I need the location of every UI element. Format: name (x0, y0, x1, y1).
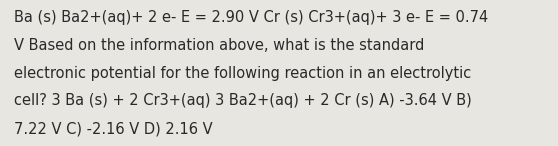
Text: electronic potential for the following reaction in an electrolytic: electronic potential for the following r… (14, 66, 471, 81)
Text: 7.22 V C) -2.16 V D) 2.16 V: 7.22 V C) -2.16 V D) 2.16 V (14, 121, 213, 136)
Text: Ba (s) Ba2+(aq)+ 2 e- E = 2.90 V Cr (s) Cr3+(aq)+ 3 e- E = 0.74: Ba (s) Ba2+(aq)+ 2 e- E = 2.90 V Cr (s) … (14, 10, 488, 25)
Text: V Based on the information above, what is the standard: V Based on the information above, what i… (14, 38, 424, 53)
Text: cell? 3 Ba (s) + 2 Cr3+(aq) 3 Ba2+(aq) + 2 Cr (s) A) -3.64 V B): cell? 3 Ba (s) + 2 Cr3+(aq) 3 Ba2+(aq) +… (14, 93, 472, 108)
